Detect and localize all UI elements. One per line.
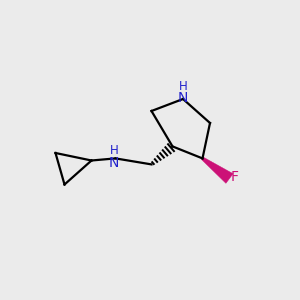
Polygon shape	[202, 157, 233, 183]
Text: H: H	[110, 144, 119, 157]
Text: N: N	[109, 156, 119, 170]
Text: N: N	[178, 92, 188, 105]
Text: F: F	[231, 169, 239, 184]
Text: H: H	[179, 80, 188, 94]
